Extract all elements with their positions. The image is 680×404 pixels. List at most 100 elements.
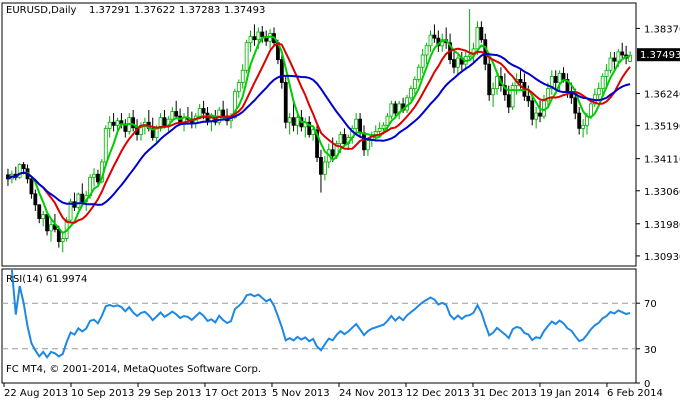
candle-body[interactable] bbox=[29, 178, 34, 195]
candle-body[interactable] bbox=[600, 75, 605, 90]
candle-body[interactable] bbox=[424, 45, 429, 56]
candle-body[interactable] bbox=[628, 54, 632, 62]
candle-body[interactable] bbox=[483, 39, 488, 65]
candle-body[interactable] bbox=[452, 59, 456, 68]
candle-body[interactable] bbox=[342, 134, 347, 145]
candle-body[interactable] bbox=[287, 117, 292, 123]
candle-body[interactable] bbox=[506, 94, 511, 108]
candle-body[interactable] bbox=[76, 193, 81, 208]
candle-body[interactable] bbox=[518, 79, 523, 83]
candle-body[interactable] bbox=[260, 31, 265, 38]
candle-body[interactable] bbox=[416, 66, 421, 80]
candle-body[interactable] bbox=[366, 140, 370, 151]
candle-body[interactable] bbox=[236, 82, 241, 93]
candle-body[interactable] bbox=[201, 108, 206, 114]
candle-body[interactable] bbox=[495, 75, 499, 90]
candle-body[interactable] bbox=[252, 36, 257, 41]
candle-body[interactable] bbox=[534, 112, 539, 120]
candle-body[interactable] bbox=[221, 109, 226, 117]
candle-body[interactable] bbox=[162, 117, 167, 126]
candle-body[interactable] bbox=[491, 88, 496, 96]
candle-body[interactable] bbox=[158, 117, 163, 129]
candle-body[interactable] bbox=[362, 132, 366, 151]
candle-body[interactable] bbox=[389, 103, 394, 117]
candle-body[interactable] bbox=[291, 117, 296, 126]
rsi-panel[interactable]: 70 30 0 bbox=[1, 268, 657, 390]
candle-body[interactable] bbox=[283, 82, 288, 123]
candle-body[interactable] bbox=[377, 127, 382, 132]
candle-body[interactable] bbox=[170, 111, 175, 120]
candle-body[interactable] bbox=[561, 72, 566, 80]
candle-body[interactable] bbox=[103, 127, 108, 163]
candle-body[interactable] bbox=[608, 57, 613, 71]
candle-body[interactable] bbox=[154, 127, 159, 138]
candle-body[interactable] bbox=[315, 129, 319, 158]
candle-body[interactable] bbox=[232, 91, 237, 119]
candle-body[interactable] bbox=[49, 224, 53, 232]
candle-body[interactable] bbox=[354, 118, 359, 129]
candle-body[interactable] bbox=[373, 131, 378, 135]
candle-body[interactable] bbox=[557, 72, 562, 83]
candle-body[interactable] bbox=[381, 124, 386, 129]
candle-body[interactable] bbox=[581, 124, 585, 129]
candle-body[interactable] bbox=[68, 201, 73, 221]
candle-body[interactable] bbox=[37, 204, 42, 219]
candle-body[interactable] bbox=[620, 51, 625, 56]
candle-body[interactable] bbox=[174, 111, 179, 117]
candle-body[interactable] bbox=[96, 173, 100, 183]
candle-body[interactable] bbox=[612, 57, 617, 62]
candle-body[interactable] bbox=[553, 75, 558, 83]
candle-body[interactable] bbox=[412, 79, 417, 90]
candle-body[interactable] bbox=[311, 129, 316, 135]
candle-body[interactable] bbox=[150, 127, 155, 138]
candle-body[interactable] bbox=[244, 42, 249, 71]
candle-body[interactable] bbox=[616, 51, 621, 62]
candle-body[interactable] bbox=[487, 63, 492, 96]
candle-body[interactable] bbox=[111, 121, 116, 126]
candle-body[interactable] bbox=[409, 88, 413, 99]
candle-body[interactable] bbox=[92, 173, 96, 178]
candle-body[interactable] bbox=[115, 120, 120, 126]
candle-body[interactable] bbox=[545, 88, 550, 102]
candle-body[interactable] bbox=[393, 103, 398, 114]
candle-body[interactable] bbox=[256, 31, 261, 41]
candle-body[interactable] bbox=[604, 69, 609, 77]
candle-body[interactable] bbox=[107, 121, 112, 129]
candle-body[interactable] bbox=[479, 27, 484, 41]
candle-body[interactable] bbox=[338, 134, 343, 145]
candle-body[interactable] bbox=[549, 75, 554, 90]
candle-body[interactable] bbox=[240, 69, 245, 83]
candle-body[interactable] bbox=[248, 36, 253, 44]
candle-body[interactable] bbox=[455, 57, 460, 68]
candle-body[interactable] bbox=[589, 103, 593, 117]
candle-body[interactable] bbox=[526, 95, 531, 102]
candle-body[interactable] bbox=[319, 157, 323, 175]
candle-body[interactable] bbox=[33, 193, 38, 206]
candle-body[interactable] bbox=[577, 112, 582, 129]
price-panel[interactable]: 1.38370 1.36240 1.35190 1.34110 1.33060 1.319… bbox=[1, 2, 680, 267]
candle-body[interactable] bbox=[420, 54, 425, 68]
candle-body[interactable] bbox=[330, 149, 335, 157]
candle-body[interactable] bbox=[385, 115, 390, 126]
candle-body[interactable] bbox=[502, 85, 507, 96]
candle-body[interactable] bbox=[573, 97, 578, 114]
candle-body[interactable] bbox=[432, 34, 437, 39]
candle-body[interactable] bbox=[131, 117, 136, 129]
candle-body[interactable] bbox=[475, 27, 480, 50]
candle-body[interactable] bbox=[41, 214, 46, 219]
candle-body[interactable] bbox=[295, 117, 300, 126]
candle-body[interactable] bbox=[596, 88, 601, 96]
candle-body[interactable] bbox=[530, 100, 535, 120]
candle-body[interactable] bbox=[45, 214, 49, 232]
candle-body[interactable] bbox=[60, 238, 65, 242]
candle-body[interactable] bbox=[510, 85, 515, 108]
candle-body[interactable] bbox=[279, 59, 284, 83]
candle-body[interactable] bbox=[307, 121, 312, 135]
candle-body[interactable] bbox=[80, 193, 85, 203]
candle-body[interactable] bbox=[428, 34, 433, 47]
candle-body[interactable] bbox=[56, 228, 61, 242]
candle-body[interactable] bbox=[322, 161, 327, 175]
candle-body[interactable] bbox=[17, 164, 22, 178]
candle-body[interactable] bbox=[467, 54, 472, 57]
candle-body[interactable] bbox=[21, 164, 26, 170]
